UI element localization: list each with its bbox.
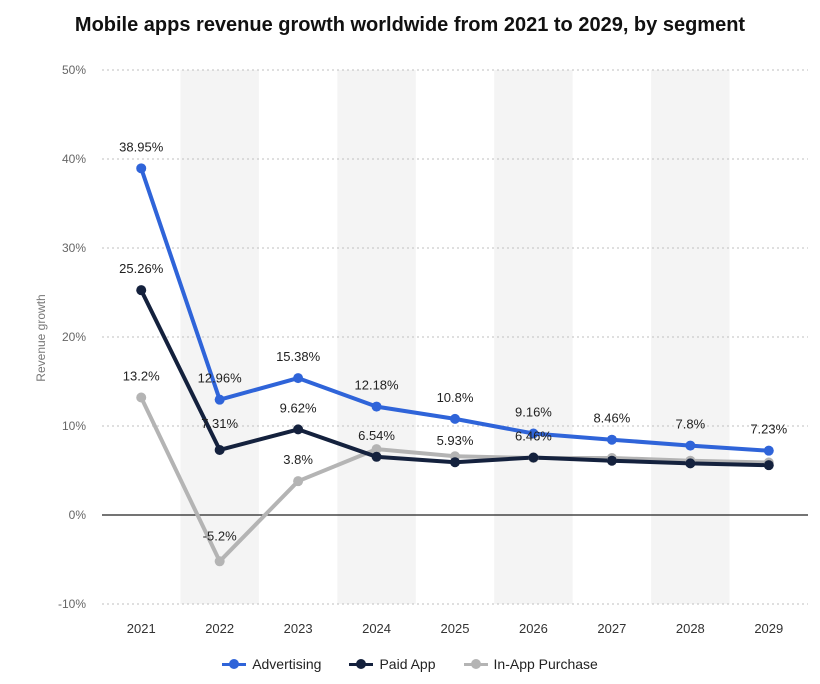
data-point — [371, 451, 382, 462]
data-label: 12.96% — [198, 371, 243, 386]
data-label: 3.8% — [283, 452, 313, 467]
data-label: 5.93% — [437, 433, 474, 448]
y-tick-label: 0% — [69, 508, 87, 522]
data-label: 9.16% — [515, 404, 552, 419]
data-label: 25.26% — [119, 261, 164, 276]
x-tick-label: 2027 — [597, 621, 626, 636]
data-point — [685, 458, 696, 469]
data-label: 6.46% — [515, 429, 552, 444]
y-tick-label: 10% — [62, 419, 86, 433]
data-label: 38.95% — [119, 139, 164, 154]
data-label: 13.2% — [123, 369, 160, 384]
data-point — [136, 285, 147, 296]
legend-swatch — [222, 657, 247, 671]
chart-title: Mobile apps revenue growth worldwide fro… — [74, 14, 746, 36]
x-tick-label: 2022 — [205, 621, 234, 636]
data-point — [293, 476, 304, 487]
data-label: 9.62% — [280, 400, 317, 415]
data-label: 8.46% — [593, 411, 630, 426]
data-point — [214, 556, 225, 567]
x-tick-label: 2028 — [676, 621, 705, 636]
x-tick-label: 2025 — [441, 621, 470, 636]
x-tick-label: 2026 — [519, 621, 548, 636]
data-point — [293, 373, 304, 384]
data-label: 7.23% — [750, 422, 787, 437]
series-points — [136, 163, 774, 567]
x-tick-label: 2029 — [754, 621, 783, 636]
gridlines — [102, 69, 808, 605]
y-tick-label: 30% — [62, 241, 86, 255]
legend-item[interactable]: In-App Purchase — [463, 656, 598, 672]
data-point — [606, 455, 617, 466]
data-point — [763, 445, 774, 456]
data-label: 10.8% — [437, 390, 474, 405]
y-tick-label: 40% — [62, 152, 86, 166]
x-tick-label: 2024 — [362, 621, 391, 636]
legend-label: In-App Purchase — [493, 656, 598, 672]
data-point — [606, 434, 617, 445]
legend: Advertising Paid App In-App Purchase — [0, 656, 820, 672]
data-label: 12.18% — [355, 378, 400, 393]
y-tick-label: -10% — [58, 597, 86, 611]
x-axis-ticks: 2021 2022 2023 2024 2025 2026 2027 2028 2029 — [127, 621, 783, 636]
data-label: 15.38% — [276, 349, 321, 364]
column-band — [337, 70, 416, 604]
x-tick-label: 2023 — [284, 621, 313, 636]
data-point — [528, 428, 539, 439]
legend-swatch — [349, 657, 374, 671]
legend-label: Advertising — [252, 656, 322, 672]
legend-swatch — [463, 657, 488, 671]
data-point — [763, 460, 774, 471]
data-label: 7.31% — [201, 416, 238, 431]
data-point — [371, 401, 382, 412]
data-label: 7.8% — [676, 417, 706, 432]
legend-item[interactable]: Advertising — [222, 656, 321, 672]
data-point — [371, 444, 382, 455]
data-point — [528, 452, 539, 463]
data-point — [214, 394, 225, 405]
legend-label: Paid App — [379, 656, 436, 672]
data-point — [685, 440, 696, 451]
legend-item[interactable]: Paid App — [349, 656, 436, 672]
data-point — [136, 163, 147, 174]
data-point — [450, 457, 460, 468]
data-point — [450, 413, 460, 424]
y-tick-label: 50% — [62, 63, 86, 77]
data-label: -5.2% — [203, 528, 237, 543]
data-point — [136, 392, 147, 403]
data-point — [293, 424, 304, 435]
data-point — [214, 444, 225, 455]
x-tick-label: 2021 — [127, 621, 156, 636]
data-label: 6.54% — [358, 428, 395, 443]
y-axis-label: Revenue growth — [34, 294, 48, 381]
data-labels: 38.95% 12.96% 15.38% 12.18% 10.8% 9.16% 8.46% 7… — [119, 139, 787, 543]
y-tick-label: 20% — [62, 330, 86, 344]
y-axis-ticks: 50% 40% 30% 20% 10% 0% -10% — [58, 63, 86, 611]
